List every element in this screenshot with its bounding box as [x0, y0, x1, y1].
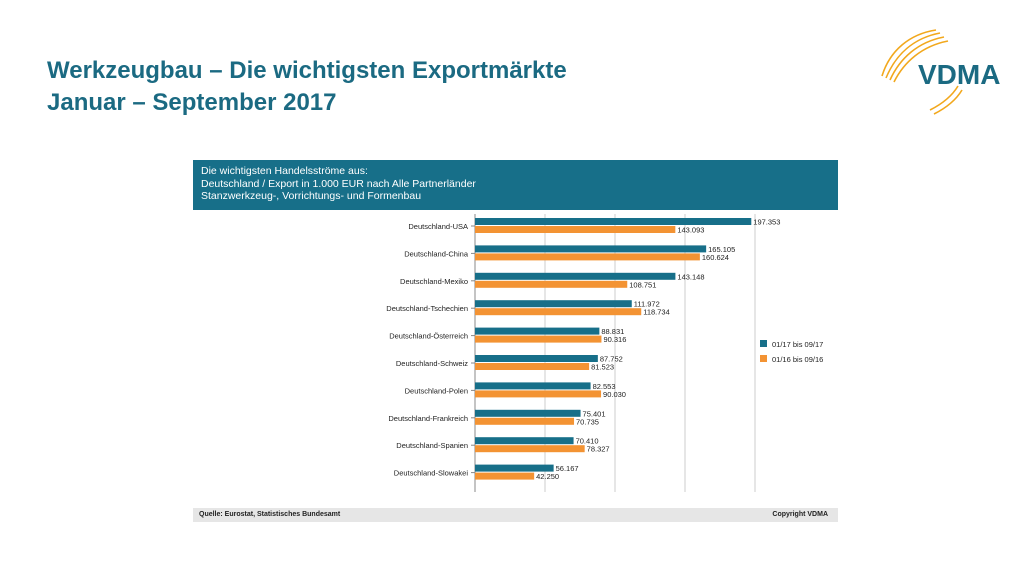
data-label: 143.148	[677, 272, 704, 281]
bar-2016	[475, 363, 590, 370]
data-label: 70.735	[576, 417, 599, 426]
chart-header-line-2: Deutschland / Export in 1.000 EUR nach A…	[201, 177, 476, 190]
chart-header-line-1: Die wichtigsten Handelsströme aus:	[201, 165, 368, 177]
data-label: 56.167	[556, 464, 579, 473]
legend-swatch	[760, 340, 767, 347]
bar-2016	[475, 417, 575, 425]
data-label: 88.831	[601, 327, 624, 336]
legend-label: 01/16 bis 09/16	[772, 355, 823, 364]
bar-2017	[475, 382, 591, 390]
bar-2016	[475, 390, 602, 398]
bar-2017	[475, 355, 598, 362]
logo-swoosh-icon	[881, 29, 963, 115]
bar-2017	[475, 327, 600, 335]
category-label: Deutschland-Slowakei	[394, 469, 469, 478]
legend-label: 01/17 bis 09/17	[772, 340, 823, 349]
category-label: Deutschland-Spanien	[396, 441, 468, 450]
category-label: Deutschland-Mexiko	[400, 277, 468, 286]
bar-2017	[475, 245, 707, 253]
title-line-1: Werkzeugbau – Die wichtigsten Exportmärk…	[47, 57, 567, 84]
data-label: 197.353	[753, 218, 780, 227]
bar-2016	[475, 253, 700, 261]
data-label: 70.410	[576, 437, 599, 446]
chart-header-line-3: Stanzwerkzeug-, Vorrichtungs- und Formen…	[201, 190, 422, 202]
category-label: Deutschland-Frankreich	[388, 414, 468, 423]
data-label: 82.553	[593, 382, 616, 391]
data-label: 90.030	[603, 390, 626, 399]
bar-2016	[475, 226, 676, 233]
data-label: 81.523	[591, 363, 614, 372]
page-title: Werkzeugbau – Die wichtigsten Exportmärk…	[47, 55, 567, 119]
category-label: Deutschland-USA	[408, 222, 468, 231]
bar-2017	[475, 409, 581, 417]
data-label: 90.316	[603, 335, 626, 344]
category-label: Deutschland-China	[404, 249, 469, 258]
copyright-note: Copyright VDMA	[772, 511, 828, 518]
legend-swatch	[760, 355, 767, 362]
source-note: Quelle: Eurostat, Statistisches Bundesam…	[199, 511, 341, 518]
bar-2016	[475, 308, 642, 316]
data-label: 78.327	[587, 445, 610, 454]
category-label: Deutschland-Schweiz	[396, 359, 468, 368]
bar-2017	[475, 218, 752, 225]
logo-text: VDMA	[918, 59, 1000, 90]
data-label: 143.093	[677, 226, 704, 235]
bar-2017	[475, 272, 676, 280]
chart-footer: Quelle: Eurostat, Statistisches Bundesam…	[193, 508, 838, 522]
bar-2016	[475, 335, 602, 343]
data-label: 42.250	[536, 472, 559, 481]
bar-2016	[475, 280, 628, 288]
title-line-2: Januar – September 2017	[47, 89, 337, 116]
bar-chart: Deutschland-USA 197.353 143.093 Deutschland…	[386, 214, 823, 492]
data-label: 118.734	[643, 308, 670, 317]
category-label: Deutschland-Österreich	[389, 332, 468, 341]
bar-2016	[475, 472, 535, 480]
category-label: Deutschland-Polen	[405, 386, 468, 395]
data-label: 165.105	[708, 245, 735, 254]
bar-2016	[475, 445, 585, 453]
vdma-logo: VDMA	[881, 29, 1000, 115]
data-label: 160.624	[702, 253, 729, 262]
category-label: Deutschland-Tschechien	[386, 304, 468, 313]
bar-2017	[475, 437, 574, 445]
data-label: 75.401	[583, 409, 606, 418]
data-label: 108.751	[629, 280, 656, 289]
bar-2017	[475, 300, 632, 308]
data-label: 111.972	[634, 300, 660, 309]
data-label: 87.752	[600, 355, 623, 364]
bar-2017	[475, 464, 554, 472]
chart-header: Die wichtigsten Handelsströme aus: Deuts…	[193, 160, 838, 210]
